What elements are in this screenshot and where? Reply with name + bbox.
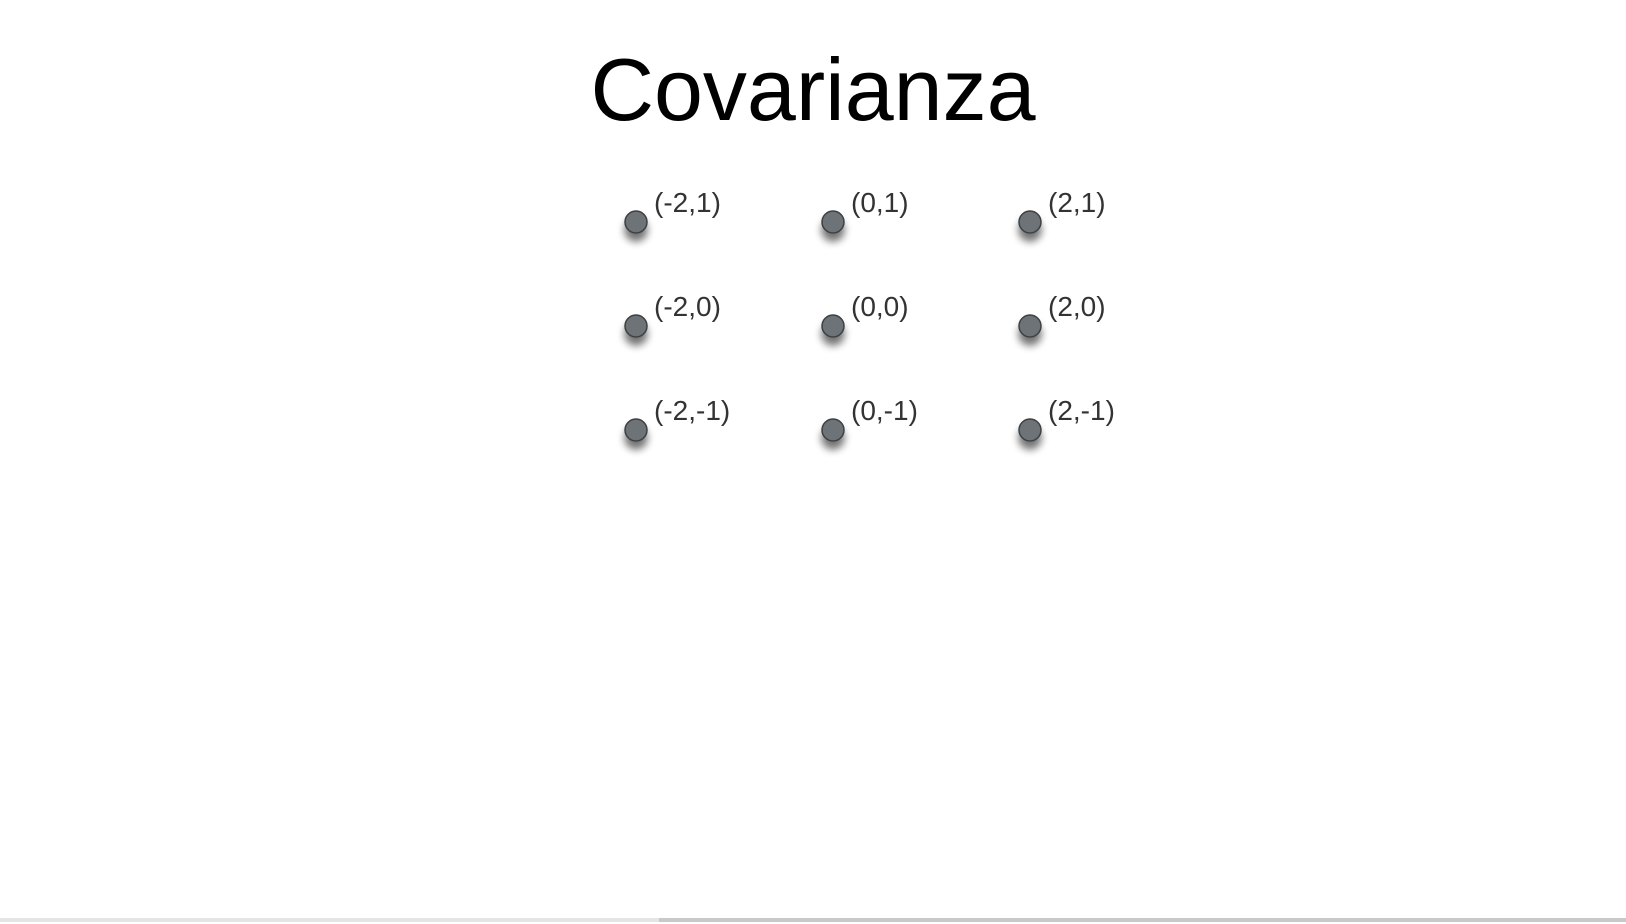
point-label: (0,-1) (851, 395, 918, 426)
point-label: (0,0) (851, 291, 909, 322)
scatter-point-group: (-2,0) (624, 291, 721, 338)
scatter-point (1018, 418, 1042, 442)
point-label: (-2,-1) (654, 395, 730, 426)
scatter-point (624, 418, 648, 442)
scatter-point (821, 210, 845, 234)
scatter-point-group: (-2,1) (624, 187, 721, 234)
scatter-point-group: (2,-1) (1018, 395, 1115, 442)
point-label: (0,1) (851, 187, 909, 218)
scatter-point-group: (0,0) (821, 291, 909, 338)
points-layer: (-2,1) (0,1) (2,1) (-2,0) (0,0) (2,0) (-2,-1) (… (624, 187, 1115, 442)
scatter-point-group: (2,0) (1018, 291, 1106, 338)
point-label: (-2,1) (654, 187, 721, 218)
scatter-point-group: (0,-1) (821, 395, 918, 442)
scatter-point (821, 314, 845, 338)
scatter-point-group: (2,1) (1018, 187, 1106, 234)
point-label: (2,-1) (1048, 395, 1115, 426)
scatter-point (624, 314, 648, 338)
scatter-point (1018, 210, 1042, 234)
slide-progress-bar (0, 918, 1626, 922)
slide-progress-fill (0, 918, 659, 922)
point-label: (2,1) (1048, 187, 1106, 218)
slide-title: Covarianza (590, 40, 1036, 139)
scatter-point (821, 418, 845, 442)
scatter-point (624, 210, 648, 234)
scatter-point-group: (-2,-1) (624, 395, 730, 442)
point-label: (2,0) (1048, 291, 1106, 322)
point-label: (-2,0) (654, 291, 721, 322)
scatter-point (1018, 314, 1042, 338)
scatter-point-group: (0,1) (821, 187, 909, 234)
